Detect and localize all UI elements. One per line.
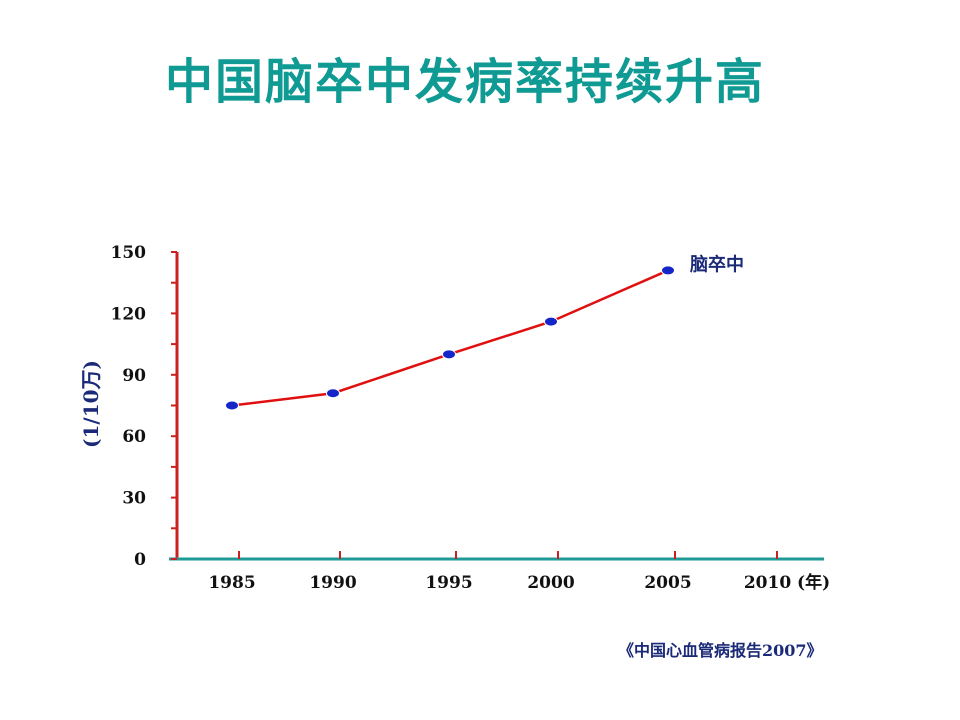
- y-tick-label: 90: [122, 366, 146, 386]
- y-tick-label: 120: [111, 304, 147, 324]
- y-tick-label: 150: [111, 243, 147, 263]
- page-title: 中国脑卒中发病率持续升高: [164, 54, 765, 110]
- data-point: [225, 400, 239, 411]
- x-tick-label: 2010 (年): [744, 572, 830, 593]
- data-point: [661, 265, 675, 276]
- x-tick-label: 1995: [425, 573, 472, 593]
- series-label: 脑卒中: [690, 253, 744, 275]
- series: 脑卒中: [225, 253, 744, 411]
- source-citation: 《中国心血管病报告2007》: [618, 641, 823, 660]
- y-axis-label-text: (1/10万): [79, 360, 103, 448]
- y-ticks: 0 30 60 90 120 150: [111, 243, 177, 570]
- series-line: [231, 269, 669, 407]
- axes: [169, 252, 824, 561]
- y-axis-label: (1/10万): [79, 360, 103, 448]
- data-point: [544, 316, 558, 327]
- x-tick-label: 1990: [309, 573, 356, 593]
- x-tick-label: 2005: [644, 573, 691, 593]
- y-tick-label: 30: [122, 489, 146, 509]
- x-tick-label: 2000: [527, 573, 574, 593]
- y-tick-label: 60: [122, 427, 146, 447]
- data-point: [442, 349, 456, 360]
- x-tick-label: 1985: [208, 573, 255, 593]
- y-tick-label: 0: [134, 550, 146, 570]
- data-point: [326, 388, 340, 399]
- x-ticks: 1985 1990 1995 2000 2005 2010 (年): [208, 551, 830, 593]
